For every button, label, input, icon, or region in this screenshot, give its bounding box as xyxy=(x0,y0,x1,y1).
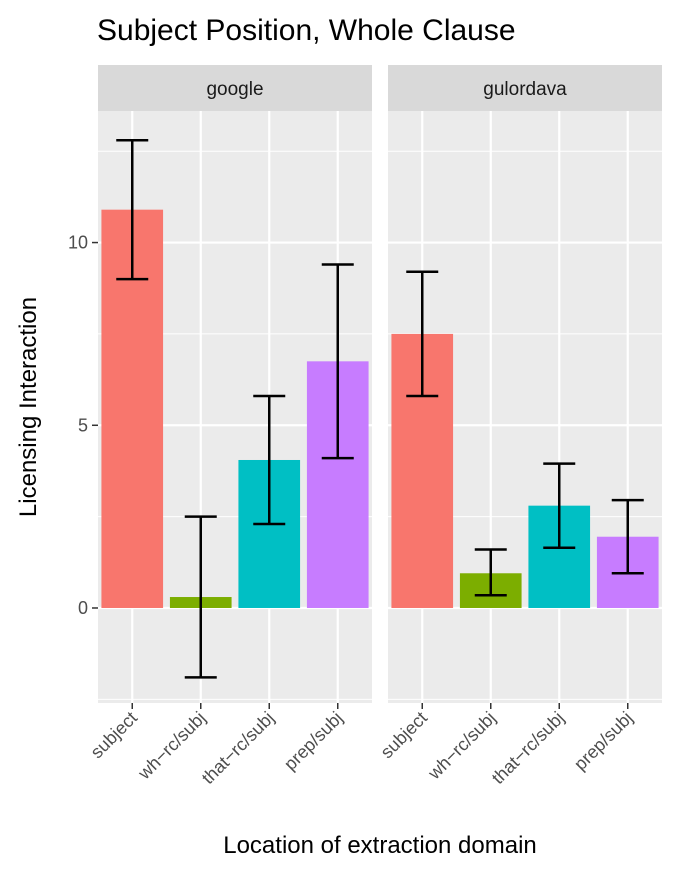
x-tick-label: prep/subj xyxy=(280,708,347,775)
facet-strip xyxy=(98,65,372,111)
y-tick-label: 5 xyxy=(78,415,88,435)
y-tick-label: 10 xyxy=(68,233,88,253)
error-bar xyxy=(184,515,217,679)
error-bar xyxy=(543,462,576,549)
error-bar xyxy=(474,548,507,597)
facet-strip xyxy=(388,65,662,111)
x-tick-label: subject xyxy=(87,708,141,762)
y-axis-title: Licensing Interaction xyxy=(15,297,42,517)
x-tick-label: that−rc/subj xyxy=(488,708,568,788)
chart-title: Subject Position, Whole Clause xyxy=(97,14,516,47)
facet-strip-label: gulordava xyxy=(483,79,567,100)
x-tick-label: subject xyxy=(377,708,431,762)
x-axis-title: Location of extraction domain xyxy=(223,832,537,859)
x-tick-label: that−rc/subj xyxy=(198,708,278,788)
error-bar xyxy=(321,263,354,460)
x-tick-label: prep/subj xyxy=(570,708,637,775)
error-bar xyxy=(253,394,286,526)
error-bar xyxy=(406,270,439,398)
y-tick-label: 0 xyxy=(78,598,88,618)
facet-strip-label: google xyxy=(206,79,263,100)
error-bar xyxy=(116,138,149,281)
error-bar xyxy=(611,498,644,575)
